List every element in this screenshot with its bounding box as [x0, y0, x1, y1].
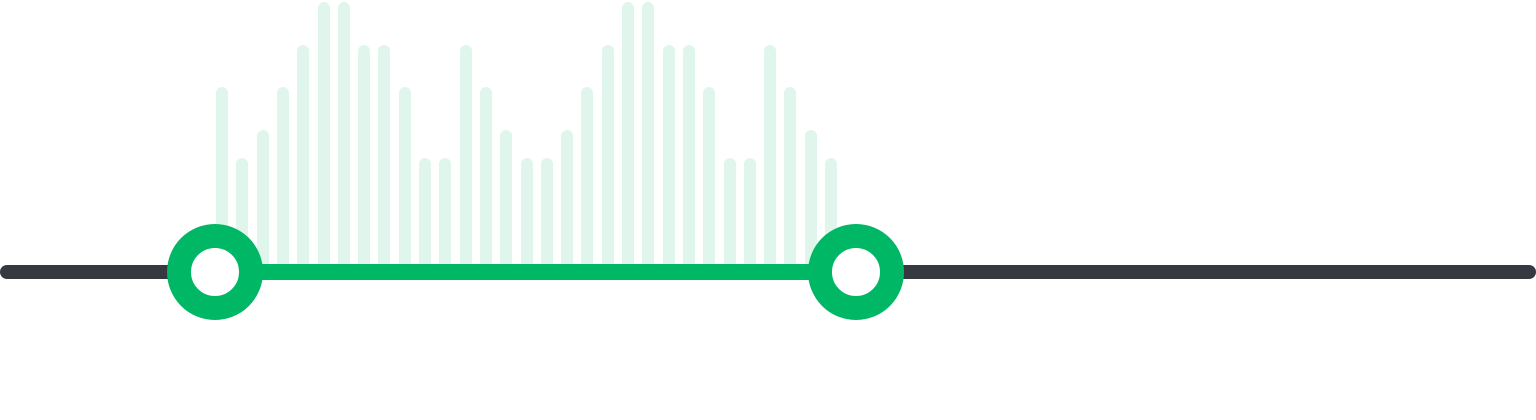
histogram-bar: [276, 87, 289, 272]
range-max-thumb[interactable]: [807, 224, 904, 320]
histogram-bar: [378, 44, 391, 272]
histogram-bar: [520, 158, 533, 272]
histogram-bar: [500, 130, 513, 272]
histogram-bar: [479, 87, 492, 272]
histogram-bar: [459, 44, 472, 272]
histogram-bar: [662, 44, 675, 272]
histogram-bar: [398, 87, 411, 272]
histogram-bar: [317, 2, 330, 272]
histogram-bar: [256, 130, 269, 272]
histogram-bar: [682, 44, 695, 272]
histogram-bar: [743, 158, 756, 272]
histogram-bar: [581, 87, 594, 272]
track-selected-range: [215, 264, 856, 280]
slider-track[interactable]: [0, 263, 1536, 281]
histogram-bar: [439, 158, 452, 272]
histogram-bar: [358, 44, 371, 272]
histogram-bar: [703, 87, 716, 272]
histogram-bar: [601, 44, 614, 272]
histogram-bar: [337, 2, 350, 272]
range-min-thumb[interactable]: [167, 224, 264, 320]
histogram-bar: [723, 158, 736, 272]
histogram-bar: [642, 2, 655, 272]
histogram-bar: [804, 130, 817, 272]
histogram-bar: [764, 44, 777, 272]
histogram-bar: [622, 2, 634, 272]
histogram-bar: [297, 44, 310, 272]
histogram-bar: [784, 87, 797, 272]
histogram-bar: [419, 158, 431, 272]
histogram-bar: [561, 130, 574, 272]
histogram-bar: [540, 158, 553, 272]
histogram: [216, 2, 837, 272]
